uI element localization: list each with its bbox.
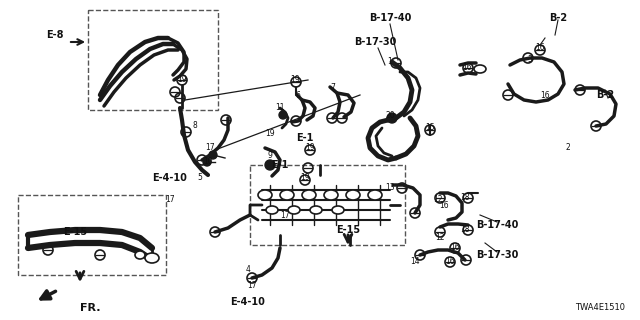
- Ellipse shape: [346, 190, 360, 200]
- Text: 16: 16: [439, 201, 449, 210]
- Text: 5: 5: [198, 173, 202, 182]
- Text: E-4-10: E-4-10: [152, 173, 188, 183]
- Ellipse shape: [135, 251, 145, 259]
- Text: FR.: FR.: [80, 303, 100, 313]
- Text: 7: 7: [331, 84, 335, 92]
- Ellipse shape: [324, 190, 338, 200]
- Ellipse shape: [266, 206, 278, 214]
- Text: 17: 17: [247, 281, 257, 290]
- Text: 16: 16: [462, 63, 472, 73]
- Text: 11: 11: [275, 103, 285, 113]
- Ellipse shape: [302, 190, 316, 200]
- Text: 12: 12: [433, 196, 443, 204]
- Circle shape: [387, 113, 397, 123]
- Circle shape: [203, 158, 211, 166]
- Text: 20: 20: [385, 110, 395, 119]
- Text: TWA4E1510: TWA4E1510: [575, 303, 625, 313]
- Text: E-4-10: E-4-10: [230, 297, 266, 307]
- Text: 18: 18: [460, 226, 470, 235]
- Text: E-15: E-15: [336, 225, 360, 235]
- Text: 17: 17: [280, 211, 290, 220]
- Text: B-17-40: B-17-40: [476, 220, 518, 230]
- Text: 6: 6: [296, 91, 300, 100]
- Ellipse shape: [258, 190, 272, 200]
- Text: 18: 18: [460, 193, 470, 202]
- Text: B-17-30: B-17-30: [354, 37, 396, 47]
- Ellipse shape: [332, 206, 344, 214]
- Circle shape: [265, 160, 275, 170]
- Ellipse shape: [145, 253, 159, 263]
- Text: 15: 15: [425, 124, 435, 132]
- Text: B-2: B-2: [596, 90, 614, 100]
- Text: 13: 13: [385, 183, 395, 193]
- Text: B-2: B-2: [549, 13, 567, 23]
- Text: 16: 16: [540, 91, 550, 100]
- Text: 2: 2: [566, 143, 570, 153]
- Ellipse shape: [288, 206, 300, 214]
- Ellipse shape: [368, 190, 382, 200]
- Text: 19: 19: [300, 173, 310, 182]
- Text: B-17-40: B-17-40: [369, 13, 411, 23]
- Text: 3: 3: [527, 55, 532, 65]
- Text: 9: 9: [268, 150, 273, 159]
- Circle shape: [209, 151, 217, 159]
- Bar: [250, 165, 405, 245]
- Bar: [18, 195, 166, 275]
- Text: 17: 17: [165, 196, 175, 204]
- Text: 8: 8: [193, 121, 197, 130]
- Text: B-17-30: B-17-30: [476, 250, 518, 260]
- Text: 19: 19: [265, 129, 275, 138]
- Text: E-1: E-1: [271, 160, 289, 170]
- Ellipse shape: [310, 206, 322, 214]
- Text: E-15: E-15: [63, 227, 87, 237]
- Ellipse shape: [474, 65, 486, 73]
- Text: E-1: E-1: [296, 133, 314, 143]
- Text: 14: 14: [410, 258, 420, 267]
- Circle shape: [279, 111, 287, 119]
- Text: 16: 16: [445, 258, 455, 267]
- Text: 16: 16: [535, 44, 545, 52]
- Text: 1: 1: [388, 58, 392, 67]
- Ellipse shape: [280, 190, 294, 200]
- Text: E-8: E-8: [46, 30, 64, 40]
- Bar: [88, 10, 218, 110]
- Text: 19: 19: [305, 143, 315, 153]
- Text: 19: 19: [290, 76, 300, 84]
- Text: 12: 12: [435, 234, 445, 243]
- Text: 19: 19: [177, 76, 187, 84]
- Text: 16: 16: [450, 244, 460, 252]
- Text: 10: 10: [203, 157, 213, 166]
- Text: 17: 17: [205, 143, 215, 153]
- Text: 4: 4: [246, 266, 250, 275]
